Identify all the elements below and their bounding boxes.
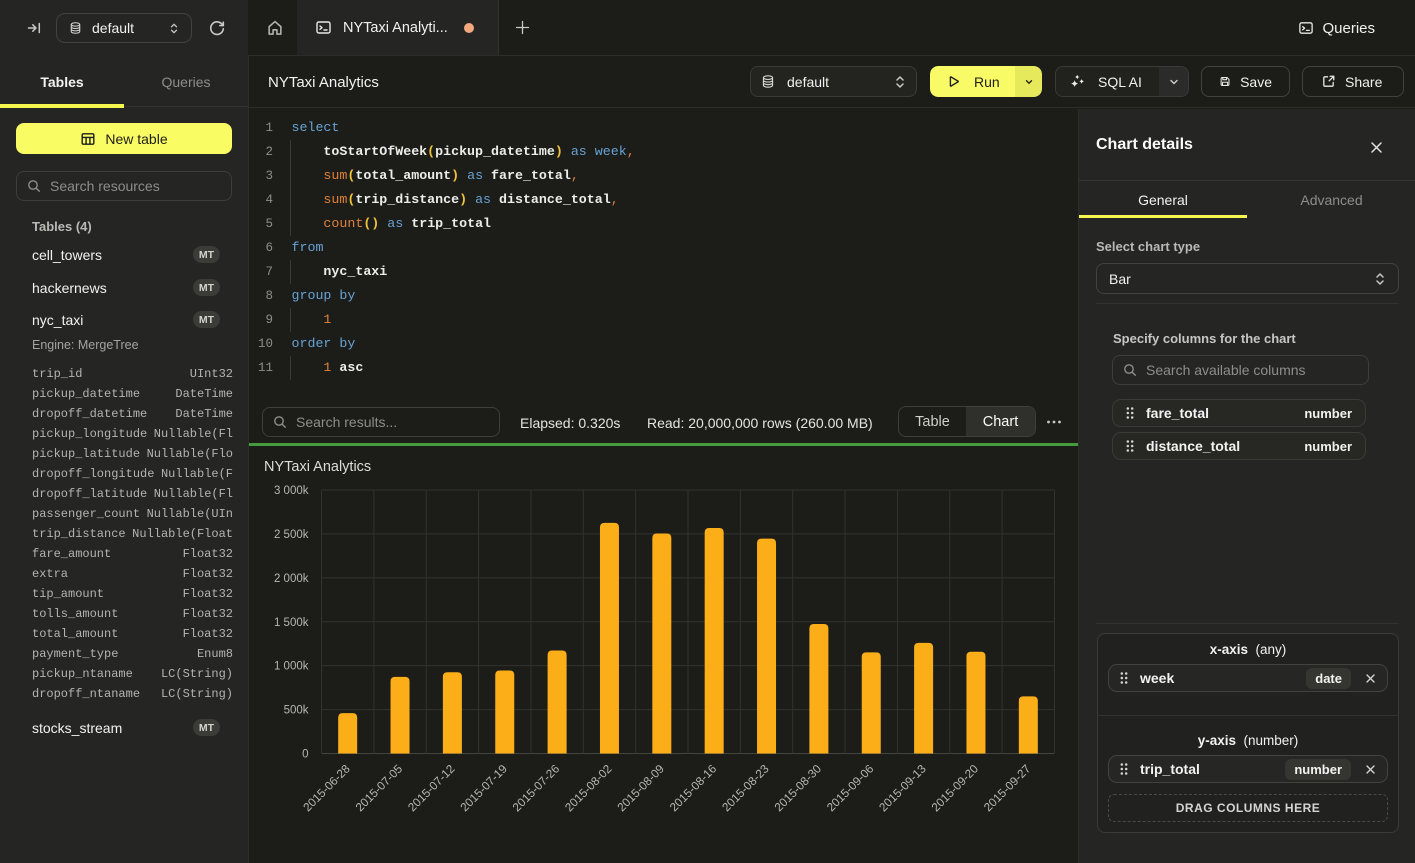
svg-text:2015-09-27: 2015-09-27 — [981, 762, 1034, 815]
svg-text:2015-09-13: 2015-09-13 — [876, 761, 929, 814]
svg-text:2015-09-20: 2015-09-20 — [929, 761, 982, 814]
svg-text:2 000k: 2 000k — [274, 573, 309, 585]
svg-text:2015-08-09: 2015-08-09 — [614, 762, 667, 815]
svg-text:2015-07-05: 2015-07-05 — [353, 761, 406, 814]
svg-text:2015-07-12: 2015-07-12 — [405, 762, 458, 815]
svg-text:0: 0 — [302, 749, 308, 761]
svg-text:2 500k: 2 500k — [274, 529, 309, 541]
svg-text:2015-07-26: 2015-07-26 — [510, 761, 563, 814]
svg-text:3 000k: 3 000k — [274, 485, 309, 497]
svg-text:2015-08-23: 2015-08-23 — [719, 761, 772, 814]
svg-text:2015-09-06: 2015-09-06 — [824, 761, 877, 814]
svg-text:2015-08-30: 2015-08-30 — [771, 761, 824, 814]
svg-text:2015-08-16: 2015-08-16 — [667, 761, 720, 814]
svg-text:1 000k: 1 000k — [274, 661, 309, 673]
svg-text:2015-08-02: 2015-08-02 — [562, 762, 615, 815]
svg-text:1 500k: 1 500k — [274, 617, 309, 629]
svg-text:500k: 500k — [284, 705, 309, 717]
svg-text:2015-06-28: 2015-06-28 — [300, 761, 353, 814]
svg-text:2015-07-19: 2015-07-19 — [457, 762, 510, 815]
